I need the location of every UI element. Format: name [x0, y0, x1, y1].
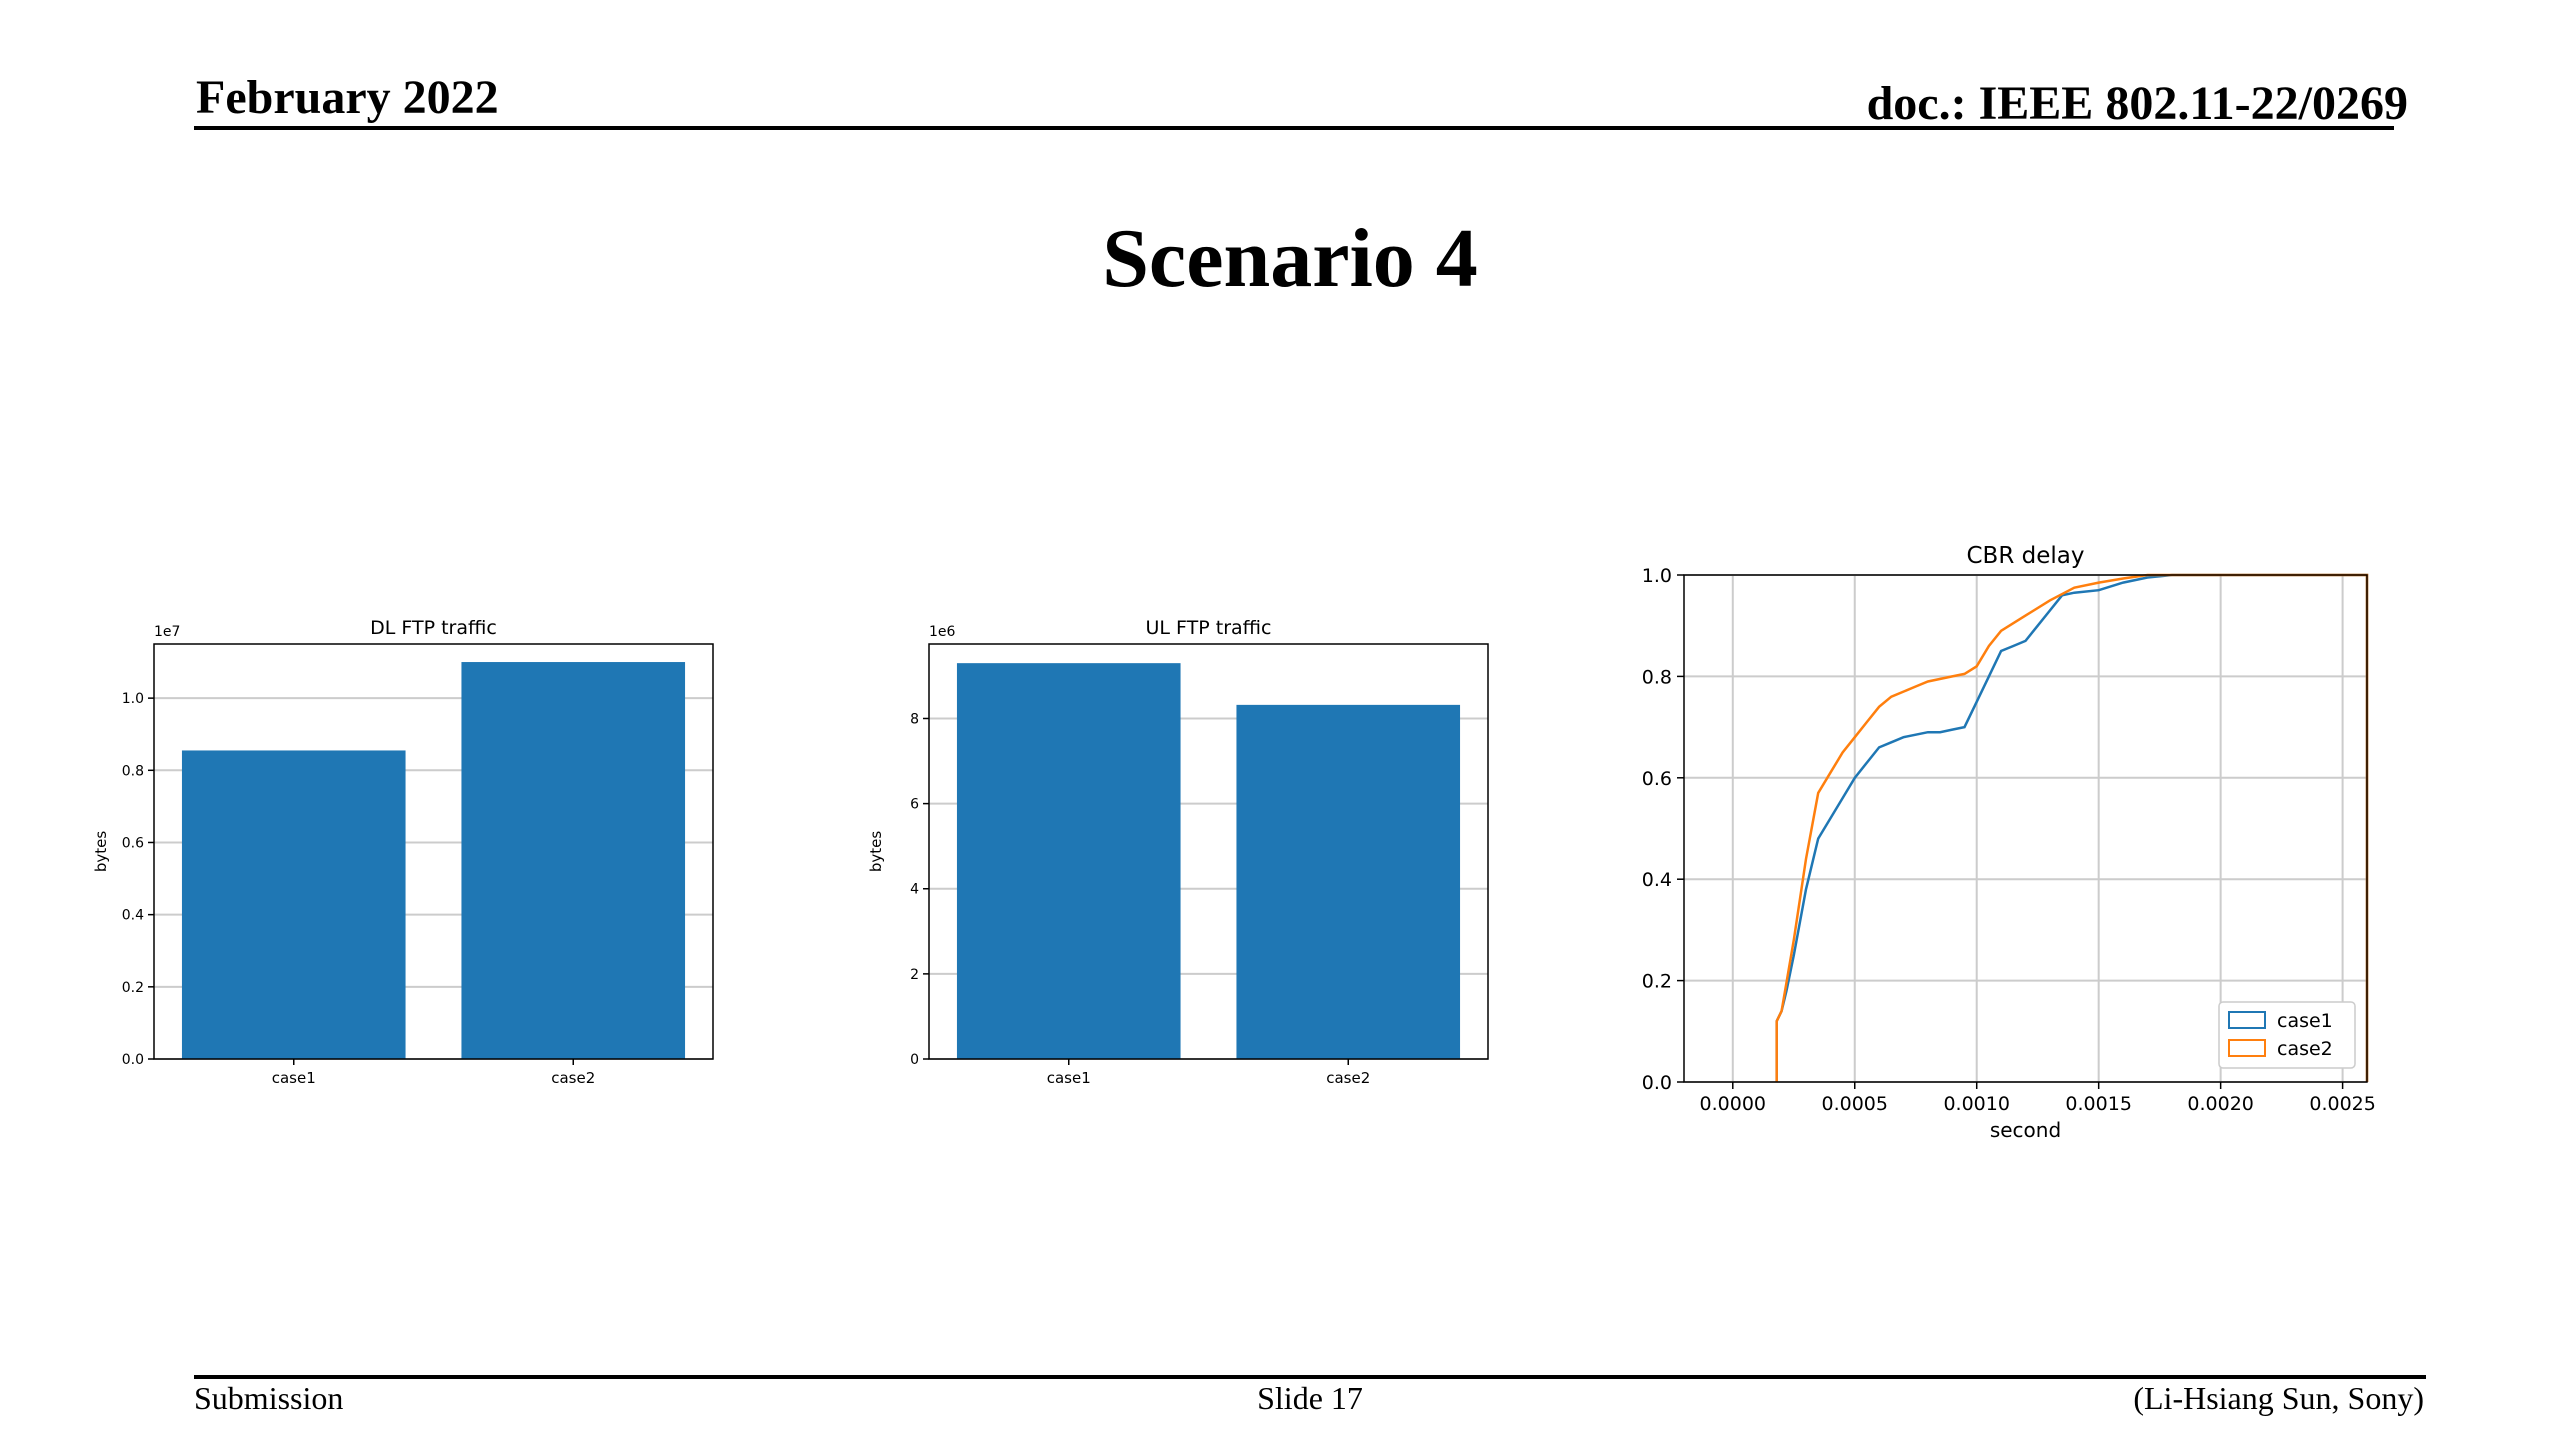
cbr-xtick-label: 0.0020 — [2187, 1093, 2253, 1115]
cbr-legend-box — [2218, 1001, 2356, 1069]
bar1-bar-case1 — [956, 663, 1181, 1059]
bar1-axes-frame — [928, 643, 1489, 1060]
bar1-title: UL FTP traffic — [1146, 617, 1272, 639]
header-divider — [194, 126, 2394, 130]
footer-slide-number: Slide 17 — [1257, 1380, 1363, 1416]
cbr-ytick-label: 0.0 — [1642, 1072, 1672, 1094]
cbr-xtick-label: 0.0025 — [2309, 1093, 2375, 1115]
cbr-legend-label-case1: case1 — [2277, 1010, 2333, 1032]
bar1-ytick-label: 8 — [910, 711, 919, 727]
cbr-title: CBR delay — [1967, 543, 2085, 569]
bar1-bar-case2 — [1236, 704, 1461, 1059]
cbr-xlabel: second — [1990, 1118, 2061, 1142]
bar0-ytick-label: 0.6 — [122, 835, 144, 851]
bar0-bar-case1 — [181, 750, 406, 1059]
header-doc-id: doc.: IEEE 802.11-22/0269 — [1866, 77, 2408, 130]
cbr-legend-swatch-case1 — [2228, 1011, 2266, 1029]
bar1-offset-text: 1e6 — [929, 624, 956, 640]
cbr-xtick-label: 0.0000 — [1700, 1093, 1766, 1115]
footer-divider — [194, 1375, 2426, 1379]
bar0-offset-text: 1e7 — [154, 624, 180, 640]
cbr-series-case2 — [1775, 573, 2369, 1082]
bar1-ytick-label: 2 — [910, 967, 919, 983]
bar0-title: DL FTP traffic — [370, 617, 497, 639]
cbr-legend-label-case2: case2 — [2277, 1038, 2333, 1060]
bar1-ylabel: bytes — [867, 831, 885, 873]
bar1-ytick-label: 0 — [910, 1052, 919, 1068]
footer-author: (Li-Hsiang Sun, Sony) — [2133, 1380, 2424, 1416]
bar0-xtick-label: case1 — [272, 1069, 316, 1087]
cbr-xtick-label: 0.0010 — [1943, 1093, 2009, 1115]
cbr-axes-frame — [1683, 574, 2368, 1083]
cbr-legend-swatch-case2 — [2228, 1039, 2266, 1057]
cbr-ytick-label: 0.4 — [1642, 869, 1672, 891]
cbr-series-case1 — [1775, 573, 2369, 1082]
bar1-xtick-label: case2 — [1326, 1069, 1370, 1087]
cbr-ytick-label: 0.8 — [1642, 666, 1672, 688]
bar0-ytick-label: 0.8 — [122, 763, 144, 779]
bar0-ylabel: bytes — [92, 831, 110, 873]
cbr-ytick-label: 0.2 — [1642, 971, 1672, 993]
cbr-xtick-label: 0.0005 — [1822, 1093, 1888, 1115]
bar0-ytick-label: 1.0 — [122, 691, 144, 707]
bar0-axes-frame — [153, 643, 714, 1060]
slide-title: Scenario 4 — [1102, 212, 1478, 305]
cbr-xtick-label: 0.0015 — [2065, 1093, 2131, 1115]
bar1-ytick-label: 4 — [910, 882, 919, 898]
bar0-ytick-label: 0.0 — [122, 1052, 144, 1068]
footer-submission: Submission — [194, 1380, 344, 1416]
bar0-ytick-label: 0.2 — [122, 980, 144, 996]
bar0-ytick-label: 0.4 — [122, 908, 144, 924]
bar0-xtick-label: case2 — [551, 1069, 595, 1087]
header-date: February 2022 — [196, 71, 499, 124]
bar1-xtick-label: case1 — [1047, 1069, 1091, 1087]
bar1-ytick-label: 6 — [910, 797, 919, 813]
bar0-bar-case2 — [461, 662, 686, 1059]
cbr-ytick-label: 1.0 — [1642, 565, 1672, 587]
cbr-ytick-label: 0.6 — [1642, 768, 1672, 790]
